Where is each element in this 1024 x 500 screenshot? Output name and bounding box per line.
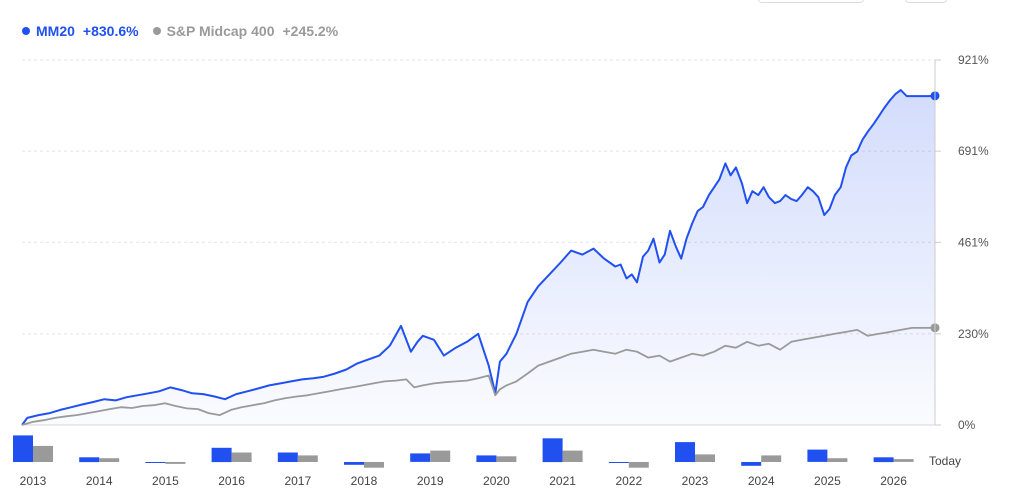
year-label-2019: 2019: [417, 474, 444, 488]
mm20-annual-bar-2018[interactable]: [344, 462, 364, 465]
mm20-annual-bar-2024[interactable]: [741, 462, 762, 466]
sp400-annual-bar-2018[interactable]: [364, 462, 384, 468]
year-label-2022: 2022: [615, 474, 642, 488]
sp400-annual-bar-2021[interactable]: [562, 450, 583, 462]
y-tick-label: 691%: [958, 144, 989, 158]
year-label-2014: 2014: [86, 474, 113, 488]
y-tick-label: 461%: [958, 235, 989, 249]
line-layer: [21, 89, 940, 426]
y-tick-label: 230%: [958, 327, 989, 341]
sp400-annual-bar-2026[interactable]: [893, 459, 914, 462]
mm20-area-fill: [22, 90, 935, 425]
chart-legend: MM20 +830.6% S&P Midcap 400 +245.2%: [22, 22, 352, 40]
legend-entry-mm20[interactable]: MM20 +830.6%: [22, 23, 139, 39]
year-label-2024: 2024: [748, 474, 775, 488]
legend-dot-sp400: [152, 27, 161, 35]
mm20-annual-bar-2025[interactable]: [807, 449, 828, 462]
area-layer: [22, 90, 935, 425]
y-axis-ticks: 921% 691% 461% 230% 0%: [934, 53, 989, 432]
year-label-2020: 2020: [483, 474, 510, 488]
year-label-2026: 2026: [880, 474, 907, 488]
legend-dot-mm20: [22, 27, 30, 35]
mm20-annual-bar-2015[interactable]: [145, 462, 166, 463]
mm20-annual-bar-2023[interactable]: [675, 442, 695, 462]
mm20-series-line[interactable]: [21, 89, 936, 426]
year-label-2016: 2016: [218, 474, 245, 488]
mm20-annual-bar-2014[interactable]: [79, 457, 100, 463]
mm20-annual-bar-2017[interactable]: [277, 452, 298, 463]
sp400-annual-bar-2013[interactable]: [33, 445, 53, 462]
sp400-annual-bar-2019[interactable]: [430, 450, 451, 462]
sp400-annual-bar-2024[interactable]: [761, 455, 782, 462]
mm20-annual-bar-2019[interactable]: [410, 453, 431, 462]
sp400-annual-bar-2015[interactable]: [165, 462, 186, 464]
sp400-annual-bar-2025[interactable]: [827, 458, 848, 462]
year-label-2017: 2017: [284, 474, 311, 488]
sp400-annual-bar-2022[interactable]: [628, 462, 649, 468]
sp400-annual-bar-2020[interactable]: [496, 456, 517, 462]
mm20-annual-bar-2016[interactable]: [211, 447, 232, 463]
year-label-2025: 2025: [814, 474, 841, 488]
y-tick-label: 0%: [958, 418, 976, 432]
year-label-2018: 2018: [351, 474, 378, 488]
year-label-2015: 2015: [152, 474, 179, 488]
x-axis-years: 2013 2014 2015 2016 2017 2018 2019 2020 2021 2022…: [20, 454, 961, 488]
year-label-2023: 2023: [682, 474, 709, 488]
today-label: Today: [929, 454, 961, 468]
y-tick-label: 921%: [958, 53, 989, 67]
year-label-2021: 2021: [549, 474, 576, 488]
legend-name-mm20: MM20: [36, 23, 75, 39]
mm20-annual-bar-2021[interactable]: [542, 438, 563, 463]
sp400-annual-bar-2014[interactable]: [99, 458, 120, 462]
legend-entry-sp400[interactable]: S&P Midcap 400 +245.2%: [152, 23, 339, 39]
mm20-annual-bar-2026[interactable]: [873, 457, 894, 463]
year-label-2013: 2013: [20, 474, 47, 488]
mm20-annual-bar-2020[interactable]: [476, 455, 497, 462]
legend-name-sp400: S&P Midcap 400: [166, 23, 275, 39]
mm20-annual-bar-2022[interactable]: [608, 462, 629, 463]
legend-value-mm20: +830.6%: [82, 23, 139, 39]
legend-value-sp400: +245.2%: [282, 23, 339, 39]
sp400-series-line[interactable]: [21, 326, 936, 426]
sp400-annual-bar-2016[interactable]: [231, 452, 252, 463]
sp400-annual-bar-2017[interactable]: [297, 455, 318, 462]
annual-bars: [13, 435, 914, 468]
sp400-annual-bar-2023[interactable]: [695, 454, 715, 462]
mm20-annual-bar-2013[interactable]: [13, 435, 33, 462]
